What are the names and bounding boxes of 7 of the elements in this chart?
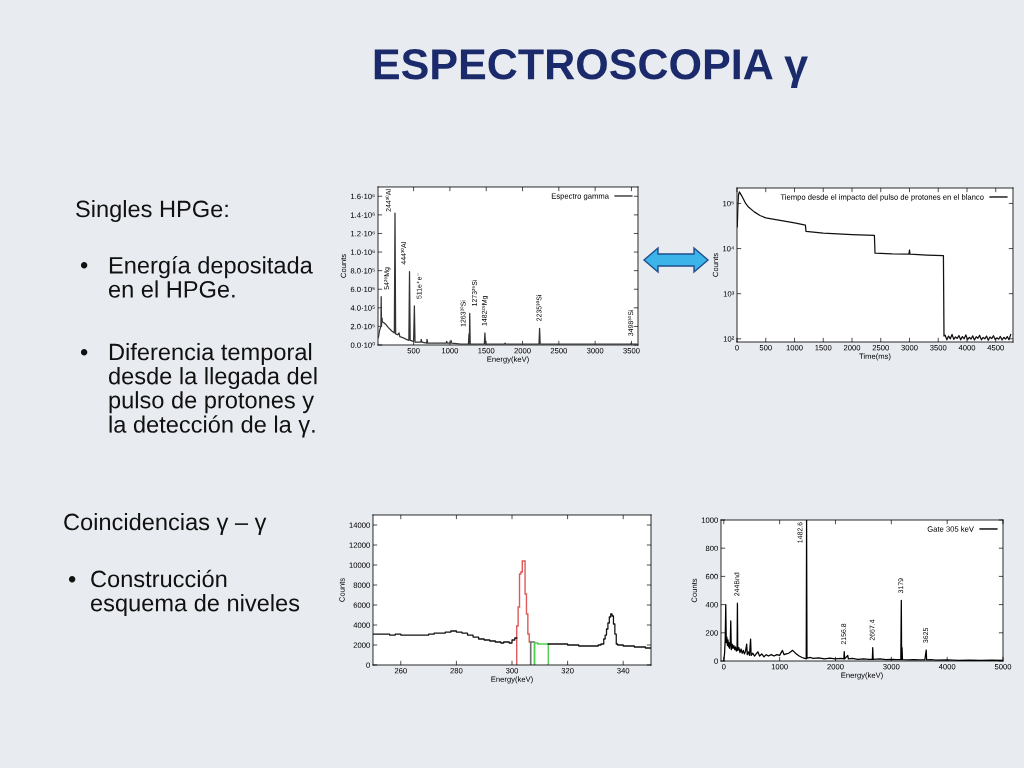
text: Singles HPGe: bbox=[76, 200, 228, 223]
text: • Energía depositada en el HPGe. bbox=[80, 256, 313, 298]
line-series bbox=[737, 191, 1012, 341]
text: ESPECTROSCOPIA γ bbox=[374, 49, 808, 89]
text: Coincidencias γ – γ bbox=[64, 513, 267, 535]
text: • Diferencia temporal desde la llegada del pulso de protones y la detección de la γ. bbox=[80, 343, 317, 438]
text: • Construcción esquema de niveles bbox=[68, 569, 300, 617]
